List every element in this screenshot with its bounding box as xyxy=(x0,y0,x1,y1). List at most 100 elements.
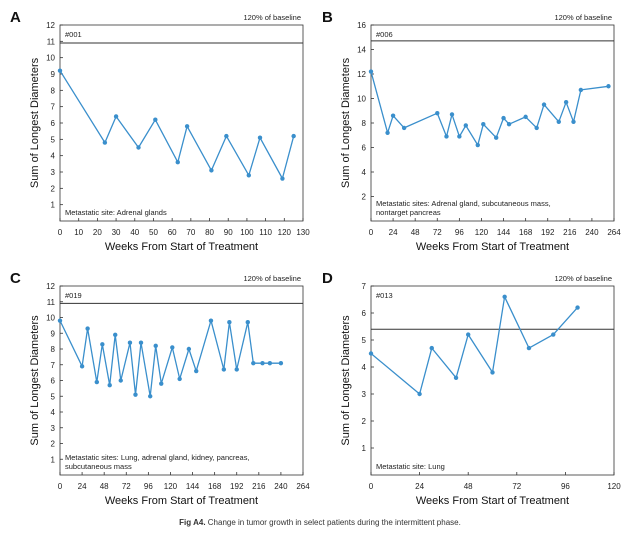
x-tick-label: 72 xyxy=(433,228,442,237)
data-point xyxy=(113,114,119,119)
data-point xyxy=(107,383,112,388)
y-tick-label: 12 xyxy=(46,21,55,30)
y-axis-title: Sum of Longest Diameters xyxy=(340,315,352,446)
y-tick-label: 3 xyxy=(362,390,367,399)
data-point xyxy=(563,99,569,105)
data-point xyxy=(278,360,284,366)
data-point xyxy=(435,111,440,116)
x-tick-label: 24 xyxy=(415,482,424,491)
data-point xyxy=(251,360,256,366)
x-tick-label: 60 xyxy=(168,228,177,237)
data-point xyxy=(159,381,164,386)
x-tick-label: 216 xyxy=(563,228,577,237)
y-tick-label: 8 xyxy=(51,345,56,354)
figure-caption: Fig A4. Change in tumor growth in select… xyxy=(0,518,640,527)
x-tick-label: 120 xyxy=(607,482,621,491)
data-point xyxy=(541,102,547,107)
data-point xyxy=(257,135,263,140)
patient-label: #019 xyxy=(65,291,82,300)
y-tick-label: 8 xyxy=(362,119,367,128)
x-tick-label: 120 xyxy=(475,228,489,237)
data-point xyxy=(475,142,480,148)
panel-letter: A xyxy=(10,9,21,26)
data-point xyxy=(490,370,495,375)
data-point xyxy=(502,294,507,299)
x-tick-label: 72 xyxy=(122,482,131,491)
data-point xyxy=(466,332,471,337)
x-tick-label: 264 xyxy=(607,228,621,237)
data-point xyxy=(85,326,90,331)
y-tick-label: 5 xyxy=(51,392,56,401)
data-point xyxy=(118,378,123,383)
data-point xyxy=(113,332,118,338)
y-tick-label: 16 xyxy=(357,21,366,30)
x-tick-label: 120 xyxy=(164,482,178,491)
x-tick-label: 10 xyxy=(74,228,83,237)
y-tick-label: 7 xyxy=(51,361,56,370)
data-point xyxy=(133,392,138,397)
x-tick-label: 80 xyxy=(205,228,214,237)
x-tick-label: 48 xyxy=(100,482,109,491)
baseline-label: 120% of baseline xyxy=(554,274,612,283)
x-tick-label: 96 xyxy=(455,228,464,237)
x-tick-label: 216 xyxy=(252,482,266,491)
data-point xyxy=(184,124,190,129)
x-tick-label: 100 xyxy=(240,228,254,237)
data-point xyxy=(453,375,459,380)
x-tick-label: 30 xyxy=(112,228,121,237)
y-tick-label: 6 xyxy=(51,377,56,386)
x-tick-label: 90 xyxy=(224,228,233,237)
y-tick-label: 12 xyxy=(46,282,55,291)
y-tick-label: 3 xyxy=(51,168,56,177)
data-point xyxy=(170,345,175,350)
data-point xyxy=(208,318,214,323)
data-point xyxy=(417,391,422,397)
data-point xyxy=(224,133,229,139)
site-annotation: Metastatic site: Adrenal glands xyxy=(65,208,167,217)
y-tick-label: 4 xyxy=(362,363,367,372)
data-point xyxy=(194,368,199,374)
y-tick-label: 1 xyxy=(51,455,56,464)
data-point xyxy=(153,343,158,349)
data-point xyxy=(506,122,512,127)
x-tick-label: 24 xyxy=(78,482,87,491)
patient-label: #006 xyxy=(376,30,393,39)
x-tick-label: 48 xyxy=(411,228,420,237)
data-point xyxy=(245,320,250,325)
plot-frame xyxy=(370,24,615,222)
site-annotation: Metastatic sites: Lung, adrenal gland, k… xyxy=(65,453,250,462)
data-point xyxy=(260,360,265,366)
y-tick-label: 10 xyxy=(46,54,55,63)
data-point xyxy=(177,376,182,382)
x-tick-label: 168 xyxy=(208,482,222,491)
site-annotation: subcutaneous mass xyxy=(65,462,132,471)
y-tick-label: 5 xyxy=(362,336,367,345)
data-point xyxy=(186,346,192,352)
site-annotation: Metastatic site: Lung xyxy=(376,462,445,471)
data-point xyxy=(571,119,576,124)
plot-frame xyxy=(370,285,615,476)
x-tick-label: 240 xyxy=(274,482,288,491)
patient-label: #013 xyxy=(376,291,393,300)
series-line xyxy=(59,319,281,397)
y-tick-label: 2 xyxy=(362,193,367,202)
baseline-label: 120% of baseline xyxy=(243,274,301,283)
data-point xyxy=(575,305,580,310)
data-point xyxy=(267,360,273,366)
y-tick-label: 4 xyxy=(51,152,56,161)
y-axis-title: Sum of Longest Diameters xyxy=(340,57,352,188)
y-tick-label: 10 xyxy=(46,314,55,323)
x-axis-title: Weeks From Start of Treatment xyxy=(416,241,569,253)
y-tick-label: 12 xyxy=(357,70,366,79)
data-point xyxy=(368,69,374,74)
data-point xyxy=(234,367,239,372)
data-point xyxy=(153,117,158,122)
panel-letter: D xyxy=(322,270,333,287)
x-tick-label: 120 xyxy=(278,228,292,237)
x-tick-label: 240 xyxy=(585,228,599,237)
data-point xyxy=(493,135,499,140)
data-point xyxy=(57,318,63,323)
x-tick-label: 40 xyxy=(130,228,139,237)
panel-letter: B xyxy=(322,9,333,26)
